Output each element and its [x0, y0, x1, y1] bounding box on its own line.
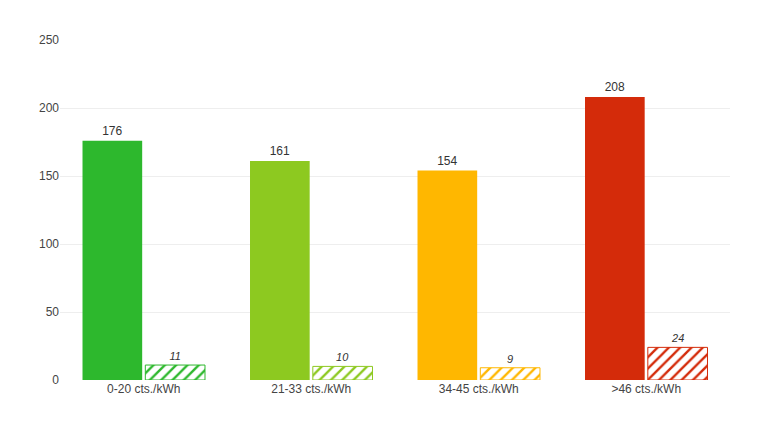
svg-text:0-20 cts./kWh: 0-20 cts./kWh: [107, 382, 180, 396]
svg-text:150: 150: [39, 169, 59, 183]
svg-text:34-45 cts./kWh: 34-45 cts./kWh: [439, 382, 519, 396]
svg-text:>46 cts./kWh: >46 cts./kWh: [611, 382, 681, 396]
svg-text:10: 10: [336, 351, 349, 363]
svg-text:100: 100: [39, 237, 59, 251]
svg-text:50: 50: [46, 305, 60, 319]
svg-text:250: 250: [39, 33, 59, 47]
svg-text:9: 9: [507, 353, 513, 365]
svg-text:208: 208: [605, 80, 625, 94]
svg-text:154: 154: [437, 154, 457, 168]
svg-text:200: 200: [39, 101, 59, 115]
svg-text:161: 161: [270, 144, 290, 158]
svg-text:11: 11: [169, 350, 180, 362]
svg-text:24: 24: [671, 332, 684, 344]
svg-text:176: 176: [102, 124, 122, 138]
svg-text:0: 0: [52, 373, 59, 387]
svg-text:21-33 cts./kWh: 21-33 cts./kWh: [271, 382, 351, 396]
